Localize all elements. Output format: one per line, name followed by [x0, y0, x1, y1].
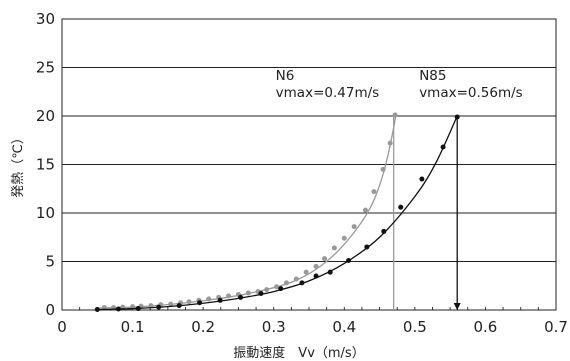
data-point: [115, 306, 121, 312]
series-line: [97, 115, 397, 309]
data-point: [206, 296, 212, 302]
data-point: [381, 228, 387, 234]
x-tick-label: 0.3: [262, 318, 286, 336]
data-point: [148, 303, 154, 309]
data-point: [364, 244, 370, 250]
data-point: [176, 303, 182, 309]
data-point: [351, 224, 357, 230]
data-point: [278, 286, 284, 292]
x-tick-label: 0.7: [544, 318, 568, 336]
series-line: [97, 115, 458, 311]
series-n6: [97, 112, 398, 311]
data-point: [346, 258, 352, 264]
data-point: [313, 273, 319, 279]
x-axis-label: 振動速度 Vv（m/s）: [233, 345, 364, 361]
x-tick-label: 0.6: [473, 318, 497, 336]
x-tick-label: 0.1: [121, 318, 145, 336]
x-tick-label: 0.2: [191, 318, 215, 336]
data-point: [156, 304, 162, 310]
y-axis-label: 発熱（℃）: [11, 131, 26, 198]
data-point: [264, 287, 270, 293]
annotation-vmax: vmax=0.47m/s: [276, 85, 380, 101]
y-tick-label: 30: [36, 10, 55, 28]
data-point: [419, 176, 425, 182]
data-point: [454, 114, 460, 120]
annotation-series-name: N85: [419, 68, 446, 84]
x-tick-label: 0.5: [403, 318, 427, 336]
x-tick-label: 0.4: [332, 318, 356, 336]
y-tick-label: 10: [36, 204, 55, 222]
annotation-vmax: vmax=0.56m/s: [419, 85, 523, 101]
x-axis-ticks: 0 0.1 0.2 0.3 0.4 0.5 0.6 0.7: [57, 307, 568, 336]
data-point: [371, 189, 377, 195]
data-point: [322, 256, 328, 262]
series-layer: [94, 112, 461, 313]
data-point: [274, 284, 280, 290]
data-point: [398, 204, 404, 210]
data-point: [392, 112, 398, 118]
x-tick-label: 0: [57, 318, 67, 336]
data-point: [94, 307, 100, 313]
data-point: [197, 300, 203, 306]
data-point: [440, 144, 446, 150]
y-tick-label: 25: [36, 59, 55, 77]
series-n85: [94, 114, 461, 313]
data-point: [283, 280, 289, 286]
data-point: [186, 299, 192, 305]
data-point: [238, 294, 244, 300]
y-tick-label: 5: [45, 253, 55, 271]
data-point: [258, 291, 264, 297]
data-point: [303, 269, 309, 275]
data-point: [245, 290, 251, 296]
data-point: [331, 245, 337, 251]
y-axis-ticks: 0 5 10 15 20 25 30: [36, 10, 55, 319]
y-tick-label: 15: [36, 156, 55, 174]
gridlines: [62, 67, 556, 262]
data-point: [293, 276, 299, 282]
data-point: [341, 235, 347, 241]
annotation-series-name: N6: [276, 68, 295, 84]
data-point: [313, 263, 319, 269]
data-point: [135, 306, 141, 312]
data-point: [387, 140, 393, 146]
data-point: [226, 293, 232, 299]
vmax-arrow: [453, 303, 461, 310]
data-point: [168, 301, 174, 307]
data-point: [362, 207, 368, 213]
data-point: [299, 280, 305, 286]
data-point: [327, 269, 333, 275]
y-tick-label: 0: [45, 301, 55, 319]
data-point: [217, 297, 223, 303]
y-tick-label: 20: [36, 107, 55, 125]
data-point: [380, 166, 386, 172]
